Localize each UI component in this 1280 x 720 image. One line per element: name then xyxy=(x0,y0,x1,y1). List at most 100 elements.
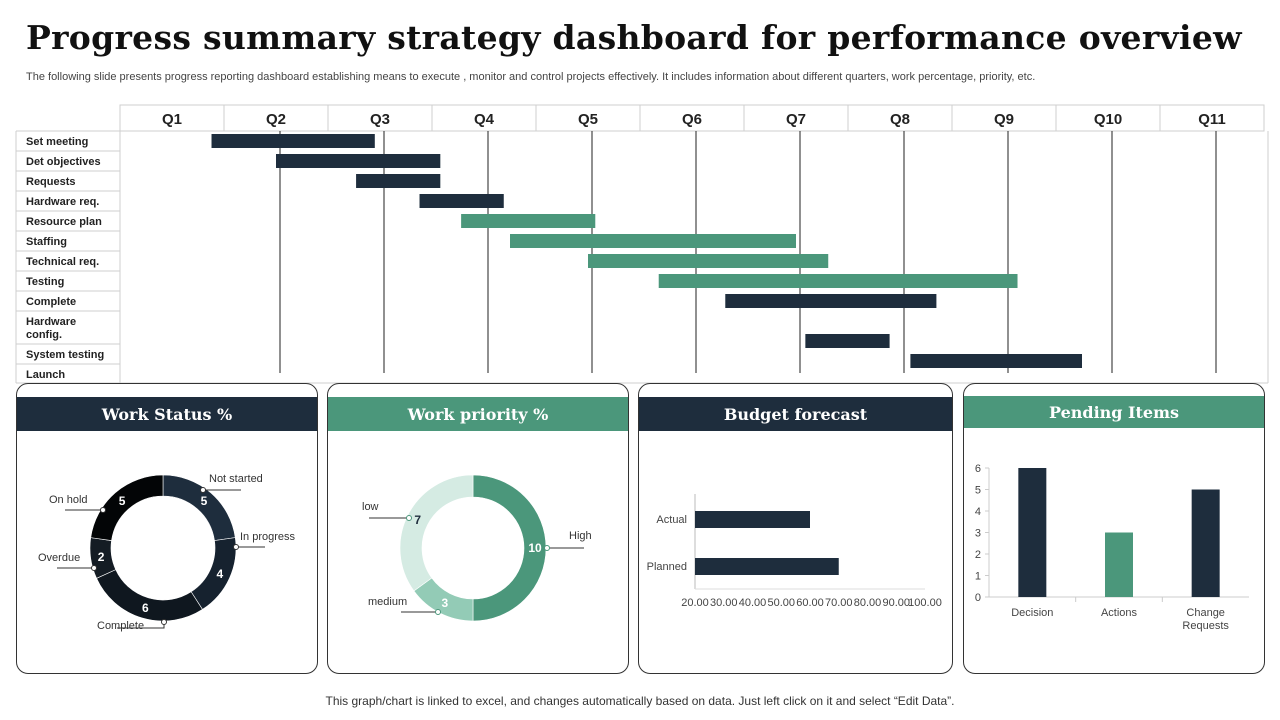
pending-bar-chart: 0 1 2 3 4 5 6 Decision Actions Change Requests xyxy=(975,463,1249,632)
budget-tick-label: 30.00 xyxy=(710,597,738,609)
callout-dot xyxy=(200,487,206,493)
donut-value-label: 2 xyxy=(98,550,105,564)
budget-tick-label: 70.00 xyxy=(825,597,853,609)
donut-value-label: 5 xyxy=(119,494,126,508)
work-priority-title: Work priority % xyxy=(328,397,628,431)
donut-slice xyxy=(96,569,203,622)
gantt-bar xyxy=(419,194,504,208)
donut-value-label: 4 xyxy=(217,567,224,581)
budget-tick-label: 20.00 xyxy=(681,597,709,609)
page-subtitle: The following slide presents progress re… xyxy=(26,71,1036,83)
budget-bar xyxy=(695,511,810,528)
gantt-bar xyxy=(725,294,937,308)
gantt-column-label: Q7 xyxy=(786,111,806,128)
gantt-task-label: Launch xyxy=(26,369,65,381)
callout-dot xyxy=(406,515,412,521)
gantt-task-label: Technical req. xyxy=(26,256,99,268)
gantt-chart: Q1 Q2 Q3 Q4 Q5 Q6 Q7 Q8 Q9 Q10 Q11 Set meeting Det o… xyxy=(15,104,1269,384)
gantt-bar xyxy=(276,154,441,168)
pending-panel: Pending Items 0 1 2 3 4 5 6 Decision Actions Chan… xyxy=(963,383,1265,674)
gantt-task-label: Hardware req. xyxy=(26,196,99,208)
donut-value-label: 6 xyxy=(142,601,149,615)
gantt-header-row xyxy=(119,104,1265,132)
budget-tick-label: 80.00 xyxy=(854,597,882,609)
budget-tick-label: 40.00 xyxy=(739,597,767,609)
pending-tick-label: 1 xyxy=(975,571,981,583)
gantt-bar xyxy=(910,354,1082,368)
gantt-task-label: Complete xyxy=(26,296,76,308)
budget-title: Budget forecast xyxy=(639,397,952,431)
donut-value-label: 10 xyxy=(528,541,542,555)
pending-tick-label: 3 xyxy=(975,528,981,540)
donut-value-label: 3 xyxy=(442,596,449,610)
callout-dot xyxy=(91,565,97,571)
callout-dot xyxy=(161,619,167,625)
budget-tick-label: 100.00 xyxy=(908,597,942,609)
gantt-task-label: Requests xyxy=(26,176,76,188)
gantt-column-label: Q11 xyxy=(1198,111,1226,128)
work-priority-panel: Work priority % 10 3 7 High medium low xyxy=(327,383,629,674)
gantt-task-label: Staffing xyxy=(26,236,67,248)
pending-bar xyxy=(1105,532,1133,597)
slice-name-label: Not started xyxy=(209,473,263,485)
budget-category-label: Planned xyxy=(647,561,687,573)
gantt-task-label: System testing xyxy=(26,349,104,361)
gantt-column-label: Q9 xyxy=(994,111,1014,128)
gantt-task-label: Hardware config. xyxy=(26,316,76,341)
pending-bar xyxy=(1191,489,1220,597)
slice-name-label: medium xyxy=(368,596,407,608)
pending-title: Pending Items xyxy=(964,396,1264,428)
gantt-bar xyxy=(461,214,596,228)
gantt-bar xyxy=(658,274,1018,288)
page-title: Progress summary strategy dashboard for … xyxy=(26,18,1242,57)
gantt-task-label: Det objectives xyxy=(26,156,101,168)
slice-name-label: low xyxy=(362,501,379,513)
callout-dot xyxy=(100,507,106,513)
budget-panel: Budget forecast Actual Planned 20.00 30.00 4… xyxy=(638,383,953,674)
slice-name-label: Overdue xyxy=(38,552,80,564)
donut-value-label: 5 xyxy=(201,494,208,508)
gantt-column-label: Q2 xyxy=(266,111,286,128)
callout-dot xyxy=(544,545,550,551)
work-status-title: Work Status % xyxy=(17,397,317,431)
gantt-column-label: Q5 xyxy=(578,111,598,128)
gantt-column-label: Q3 xyxy=(370,111,390,128)
footer-note: This graph/chart is linked to excel, and… xyxy=(325,694,955,708)
gantt-bar xyxy=(588,254,829,268)
pending-tick-label: 2 xyxy=(975,549,981,561)
gantt-task-label: Set meeting xyxy=(26,136,88,148)
pending-tick-label: 5 xyxy=(975,485,981,497)
callout-dot xyxy=(435,609,441,615)
donut-slice xyxy=(472,474,547,622)
budget-category-label: Actual xyxy=(656,514,687,526)
budget-tick-label: 90.00 xyxy=(882,597,910,609)
pending-tick-label: 4 xyxy=(975,506,981,518)
slice-name-label: Complete xyxy=(97,620,144,632)
pending-tick-label: 0 xyxy=(975,592,981,604)
gantt-column-label: Q4 xyxy=(474,111,495,128)
gantt-bar xyxy=(356,174,441,188)
donut-slice xyxy=(190,537,237,610)
gantt-column-label: Q10 xyxy=(1094,111,1122,128)
pending-category-label: Decision xyxy=(1011,607,1053,619)
pending-category-label: Change Requests xyxy=(1182,607,1229,632)
gantt-task-label: Testing xyxy=(26,276,64,288)
donut-value-label: 7 xyxy=(414,513,421,527)
gantt-task-label: Resource plan xyxy=(26,216,102,228)
gantt-column-label: Q1 xyxy=(162,111,182,128)
gantt-column-label: Q8 xyxy=(890,111,910,128)
pending-category-label: Actions xyxy=(1101,607,1138,619)
slice-name-label: In progress xyxy=(240,531,296,543)
gantt-column-label: Q6 xyxy=(682,111,702,128)
gantt-bar xyxy=(805,334,890,348)
budget-bar-chart: Actual Planned 20.00 30.00 40.00 50.00 60.00 70… xyxy=(647,494,942,609)
budget-tick-label: 60.00 xyxy=(796,597,824,609)
work-status-panel: Work Status % 5 4 6 2 5 Not started In progres… xyxy=(16,383,318,674)
budget-tick-label: 50.00 xyxy=(767,597,795,609)
callout-dot xyxy=(233,544,239,550)
gantt-bar xyxy=(510,234,796,248)
pending-tick-label: 6 xyxy=(975,463,981,475)
pending-bar xyxy=(1018,468,1047,597)
gantt-bar xyxy=(211,134,375,148)
